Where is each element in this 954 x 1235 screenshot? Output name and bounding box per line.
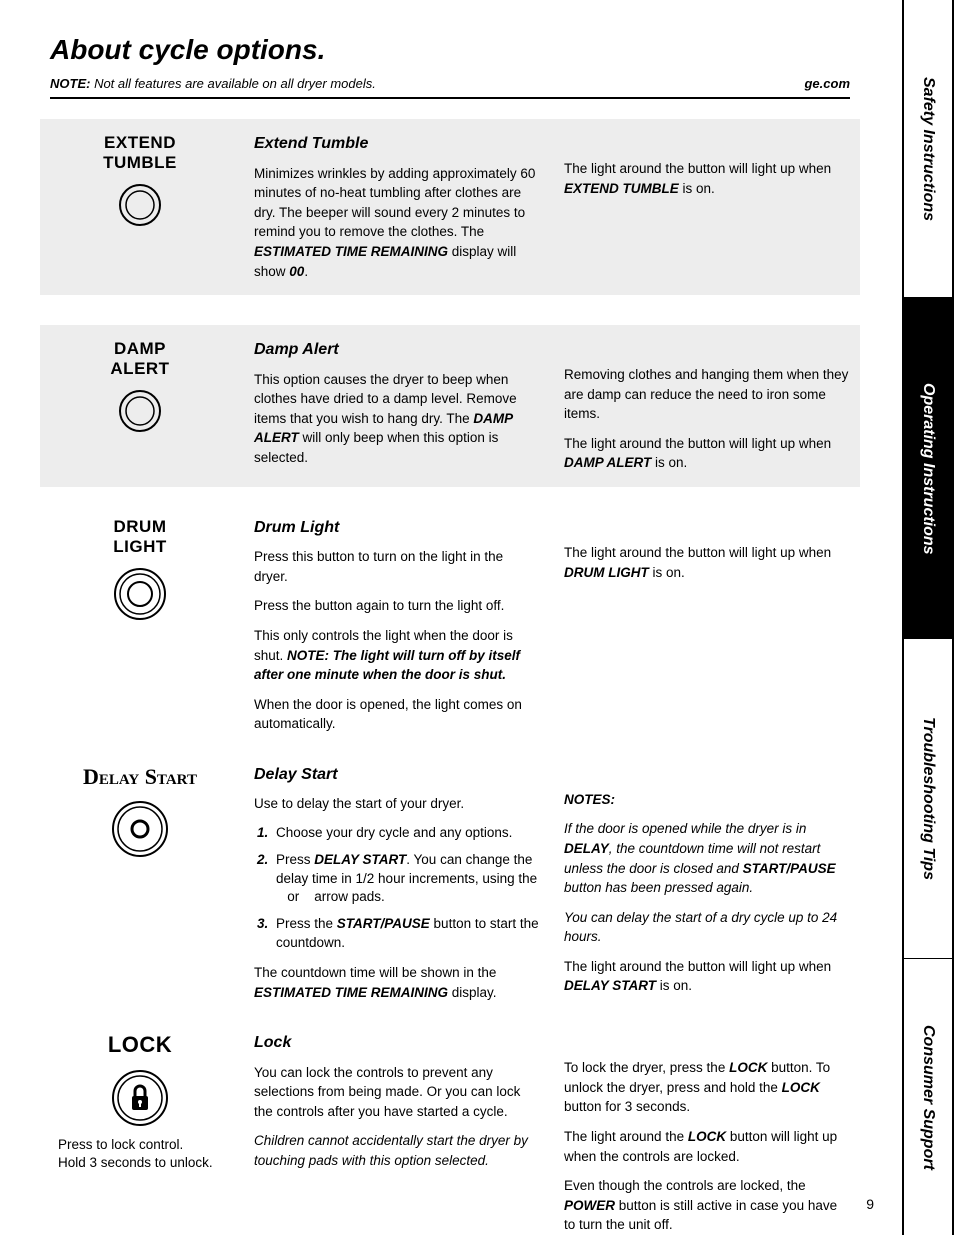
delay-start-button-icon <box>108 797 172 861</box>
section-lock: LOCK Press to lock control. Hold 3 secon… <box>50 1032 850 1235</box>
drum-col-right: The light around the button will light u… <box>564 517 850 734</box>
damp-col-left: Damp Alert This option causes the dryer … <box>254 339 540 473</box>
drum-col-left: Drum Light Press this button to turn on … <box>254 517 540 734</box>
lock-button-icon <box>108 1066 172 1130</box>
extend-col-left: Extend Tumble Minimizes wrinkles by addi… <box>254 133 540 281</box>
section-delay-start: Delay Start Delay Start Use to delay the… <box>50 764 850 1002</box>
extend-col-right: The light around the button will light u… <box>564 133 850 281</box>
delay-start-icon: Delay Start <box>50 764 230 1002</box>
damp-col-right: Removing clothes and hanging them when t… <box>564 339 850 473</box>
side-tabs: Safety Instructions Operating Instructio… <box>902 0 954 1235</box>
drum-light-icon: DRUMLIGHT <box>50 517 230 734</box>
button-circle-icon <box>115 180 165 230</box>
header-note: NOTE: Not all features are available on … <box>50 75 376 93</box>
damp-alert-icon: DAMPALERT <box>50 339 230 473</box>
delay-col-left: Delay Start Use to delay the start of yo… <box>254 764 540 1002</box>
header-url: ge.com <box>804 75 850 93</box>
lock-col-left: Lock You can lock the controls to preven… <box>254 1032 540 1235</box>
header-note-line: NOTE: Not all features are available on … <box>50 75 850 99</box>
lock-subtext: Press to lock control. Hold 3 seconds to… <box>50 1136 230 1174</box>
tab-troubleshooting[interactable]: Troubleshooting Tips <box>904 639 952 959</box>
delay-col-right: NOTES: If the door is opened while the d… <box>564 764 850 1002</box>
section-damp-alert: DAMPALERT Damp Alert This option causes … <box>40 325 860 487</box>
lock-icon-col: LOCK Press to lock control. Hold 3 secon… <box>50 1032 230 1235</box>
button-circle-icon <box>115 386 165 436</box>
section-extend-tumble: EXTENDTUMBLE Extend Tumble Minimizes wri… <box>40 119 860 295</box>
page-title: About cycle options. <box>50 30 850 69</box>
lock-col-right: To lock the dryer, press the LOCK button… <box>564 1032 850 1235</box>
page-header: About cycle options. NOTE: Not all featu… <box>50 30 850 99</box>
extend-tumble-icon: EXTENDTUMBLE <box>50 133 230 281</box>
drum-light-button-icon <box>110 564 170 624</box>
tab-operating[interactable]: Operating Instructions <box>904 298 952 639</box>
tab-consumer[interactable]: Consumer Support <box>904 959 952 1235</box>
tab-safety[interactable]: Safety Instructions <box>904 0 952 298</box>
section-drum-light: DRUMLIGHT Drum Light Press this button t… <box>50 517 850 734</box>
page-number: 9 <box>866 1195 874 1215</box>
